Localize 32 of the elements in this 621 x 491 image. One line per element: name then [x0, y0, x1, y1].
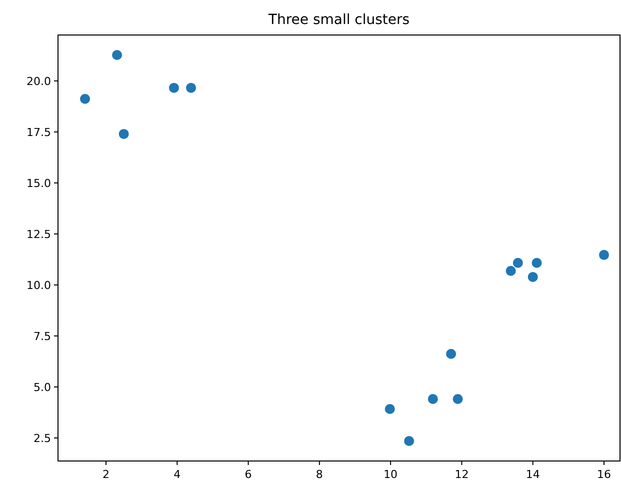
x-tick-label: 6: [244, 468, 252, 481]
point: [404, 436, 414, 446]
x-tick-label: 4: [174, 468, 181, 481]
chart-title: Three small clusters: [267, 12, 410, 28]
y-tick-label: 17.5: [26, 126, 51, 139]
point: [428, 394, 438, 404]
y-tick-label: 10.0: [26, 278, 51, 292]
x-tick-label: 2: [102, 468, 110, 481]
point: [506, 266, 516, 276]
point: [118, 128, 129, 139]
point: [528, 272, 538, 282]
point: [532, 258, 542, 268]
y-tick-label: 7.5: [34, 330, 51, 343]
point: [80, 94, 90, 104]
point: [452, 394, 463, 404]
point: [112, 50, 122, 60]
point: [598, 250, 609, 260]
point: [186, 82, 196, 93]
x-tick-label: 12: [454, 468, 469, 481]
point: [512, 258, 523, 268]
y-tick-label: 5.0: [34, 380, 51, 394]
x-tick-label: 8: [316, 468, 323, 481]
y-tick-label: 15.0: [26, 176, 51, 190]
x-tick-label: 10: [384, 468, 398, 481]
y-tick-label: 2.5: [34, 432, 51, 445]
y-tick-label: 20.0: [26, 74, 51, 88]
point: [168, 82, 179, 93]
x-tick-label: 14: [526, 468, 540, 481]
x-tick-label: 16: [596, 468, 611, 481]
point: [384, 404, 395, 414]
point: [446, 348, 456, 359]
y-tick-label: 12.5: [26, 228, 51, 241]
